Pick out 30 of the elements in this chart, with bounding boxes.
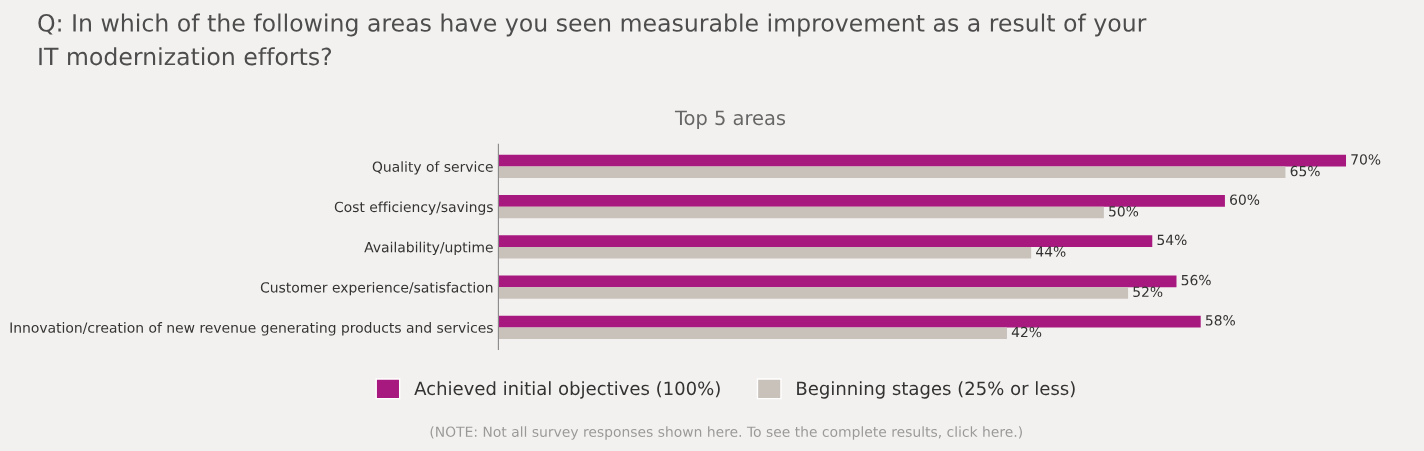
bar xyxy=(498,315,1201,328)
data-label: 58% xyxy=(1205,315,1235,326)
data-label: 54% xyxy=(1157,234,1187,246)
bar xyxy=(498,235,1153,247)
data-label: 70% xyxy=(1351,154,1381,165)
data-label: 50% xyxy=(1109,206,1139,217)
bar xyxy=(498,154,1347,167)
chart-subtitle: Top 5 areas xyxy=(674,110,786,129)
bar xyxy=(498,206,1104,219)
text: (NOTE: Not all survey responses shown here. To see the complete results, click here.) xyxy=(430,426,1022,440)
data-label: 52% xyxy=(1133,286,1163,298)
chart-title: Q: In which of the following areas have you seen measurable improvement as a result of your IT modernization efforts? xyxy=(38,13,1147,66)
bar xyxy=(498,246,1032,259)
bar xyxy=(498,275,1177,288)
bar xyxy=(498,327,1007,340)
data-label: 60% xyxy=(1230,194,1260,205)
y-tick-label: Quality of service xyxy=(372,161,493,175)
y-tick-label: Customer experience/satisfaction xyxy=(260,281,493,296)
legend-label: Achieved initial objectives (100%) xyxy=(414,381,720,399)
data-label: 42% xyxy=(1011,326,1042,338)
data-label: 56% xyxy=(1181,274,1211,286)
y-tick-label: Availability/uptime xyxy=(364,241,493,256)
bar xyxy=(498,195,1225,207)
bar xyxy=(498,166,1286,179)
data-label: 44% xyxy=(1036,246,1066,257)
y-tick-label: Innovation/creation of new revenue generating products and services xyxy=(10,322,493,336)
legend-label: Beginning stages (25% or less) xyxy=(797,381,1075,399)
y-tick-label: Cost efficiency/savings xyxy=(334,201,493,215)
data-label: 65% xyxy=(1290,165,1320,177)
bar xyxy=(498,287,1129,299)
